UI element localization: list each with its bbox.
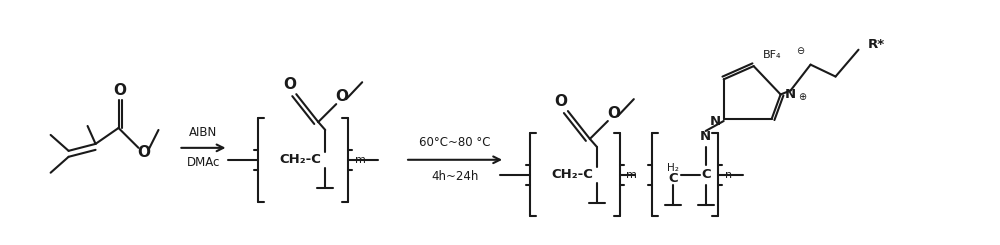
Text: ⊕: ⊕ [799,92,807,102]
Text: 60°C~80 °C: 60°C~80 °C [419,136,491,149]
Text: AIBN: AIBN [189,126,218,139]
Text: O: O [113,83,126,98]
Text: O: O [554,94,567,109]
Text: CH₂-C: CH₂-C [279,153,321,166]
Text: m: m [626,170,637,180]
Text: DMAc: DMAc [187,156,220,169]
Text: N: N [785,88,796,101]
Text: H₂: H₂ [667,163,679,173]
Text: O: O [137,145,150,160]
Text: BF₄: BF₄ [763,50,782,60]
Text: n: n [725,170,732,180]
Text: O: O [607,106,620,121]
Text: 4h~24h: 4h~24h [431,170,479,183]
Text: ⊖: ⊖ [797,46,805,56]
Text: N: N [700,130,711,143]
Text: CH₂-C: CH₂-C [551,168,593,181]
Text: C: C [668,172,678,185]
Text: R*: R* [868,38,885,51]
Text: m: m [355,155,366,165]
Text: C: C [701,168,711,181]
Text: O: O [283,77,296,92]
Text: N: N [710,114,721,127]
Text: O: O [336,89,349,104]
